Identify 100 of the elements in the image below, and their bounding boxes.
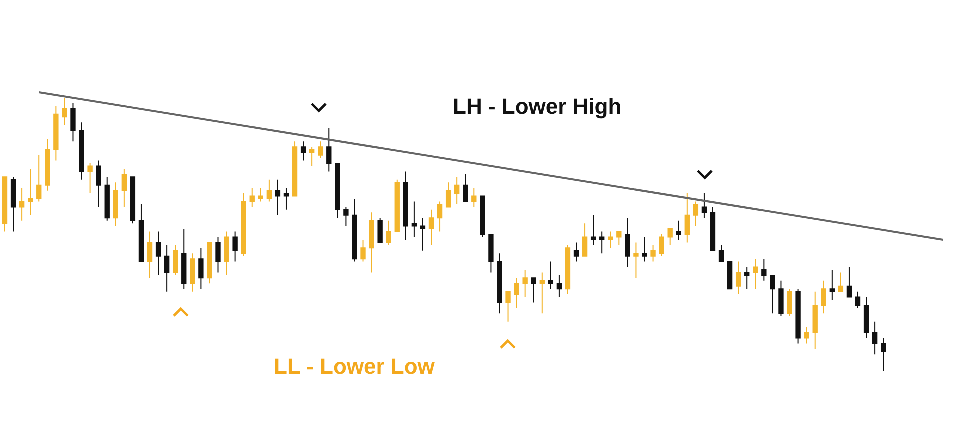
candlestick (608, 231, 614, 249)
candlestick (812, 291, 818, 350)
candlestick (19, 188, 25, 222)
candlestick (207, 242, 212, 284)
candlestick (727, 261, 733, 290)
candlestick (96, 160, 102, 208)
candlestick (369, 212, 374, 274)
candlestick (488, 234, 494, 274)
candlestick (79, 122, 84, 180)
candlestick (378, 218, 383, 244)
candlestick (531, 278, 536, 304)
candlestick (770, 274, 776, 314)
candlestick (736, 261, 742, 296)
candlestick (250, 188, 255, 208)
candlestick (309, 146, 315, 167)
candlestick (386, 220, 392, 246)
candlestick (872, 321, 878, 356)
candlestick (634, 242, 639, 279)
candlestick (744, 266, 750, 290)
candlestick (344, 206, 349, 227)
candlestick (642, 236, 648, 262)
candlestick (830, 269, 835, 301)
candlestick (70, 102, 76, 142)
candlestick (326, 128, 332, 172)
candlestick (556, 274, 562, 298)
candlestick (710, 206, 716, 252)
candlestick (676, 220, 682, 240)
candlestick (335, 163, 340, 219)
candlestick (522, 269, 528, 298)
candlestick (718, 244, 724, 262)
candlestick (412, 201, 418, 238)
candlestick (190, 253, 196, 292)
candlestick (548, 261, 554, 290)
candlestick (173, 244, 178, 276)
candlestick (394, 179, 400, 232)
candlestick (821, 280, 826, 314)
candlestick (147, 231, 153, 279)
candlestick (625, 218, 630, 268)
candlestick (292, 141, 298, 197)
candlestick (232, 231, 238, 262)
candlestick (275, 179, 281, 216)
candlestick (881, 338, 886, 372)
candlestick (684, 193, 690, 244)
candlestick (668, 228, 673, 246)
candlestick (463, 174, 468, 202)
candlestick (659, 234, 664, 257)
candlestick (472, 188, 477, 208)
candlestick (164, 244, 170, 292)
candlestick (104, 176, 110, 222)
candlestick (428, 209, 434, 246)
candlestick (198, 248, 204, 290)
candlestick (360, 239, 366, 262)
annotation: LH - Lower High (453, 94, 622, 119)
candlestick (480, 196, 486, 238)
candlestick (352, 198, 358, 262)
candlestick (796, 288, 801, 344)
candlestick (446, 182, 452, 208)
candlestick (28, 168, 34, 216)
candlestick (420, 218, 426, 252)
candlestick (514, 278, 520, 309)
candlestick (693, 201, 699, 227)
candlestick (437, 201, 443, 232)
candlestick (156, 231, 162, 276)
candlestick (804, 326, 810, 344)
candlestick (838, 272, 844, 292)
candlestick (506, 291, 511, 322)
candlestick (266, 179, 272, 202)
candlestick (88, 163, 93, 194)
candlestick (540, 272, 545, 314)
candlestick (778, 280, 784, 317)
candlestick (454, 176, 460, 205)
candlestick (10, 176, 16, 232)
candlestick (855, 291, 861, 309)
candlestick (846, 266, 852, 298)
candlestick (113, 182, 118, 227)
candlestick (258, 188, 264, 202)
candlestick (565, 244, 571, 296)
candlestick (497, 253, 502, 314)
candlestick (45, 138, 50, 192)
candlestick (122, 168, 128, 208)
candlestick (403, 171, 408, 240)
candlestick (284, 188, 290, 210)
candlestick (616, 231, 622, 246)
candlestick (702, 193, 708, 219)
candlestick (62, 98, 68, 126)
candlestick (762, 258, 767, 282)
candlestick (318, 141, 324, 159)
candlestick (753, 258, 758, 290)
candlestick (864, 296, 870, 339)
candlestick (130, 176, 136, 224)
annotation: LL - Lower Low (274, 354, 436, 379)
candlestick (600, 231, 605, 254)
candlestick (138, 204, 144, 262)
candlestick (300, 141, 306, 162)
candlestick (582, 223, 588, 257)
candlestick (241, 193, 246, 257)
candlestick (54, 106, 59, 162)
candlestick (574, 242, 580, 262)
candlestick (787, 288, 792, 317)
candlestick (2, 176, 8, 232)
